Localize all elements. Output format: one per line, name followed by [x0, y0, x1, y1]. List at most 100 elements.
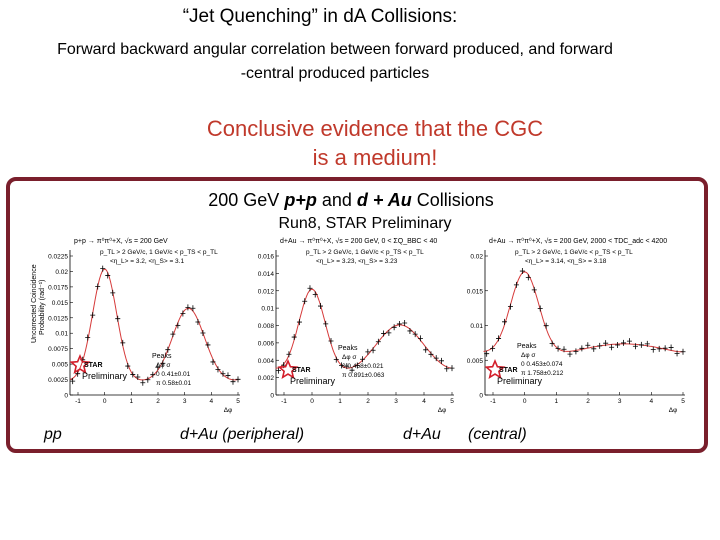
peaks-row-2: π 1.758±0.212: [521, 370, 564, 377]
data-point: [381, 330, 387, 337]
data-point: [561, 346, 567, 353]
data-point: [591, 345, 597, 352]
conclusion-text: Conclusive evidence that the CGC is a me…: [150, 114, 600, 172]
data-point: [170, 331, 176, 338]
data-point: [195, 318, 201, 325]
data-point: [360, 356, 366, 363]
data-point: [296, 319, 302, 326]
x-tick-label: 5: [236, 398, 240, 405]
data-point: [579, 345, 585, 352]
x-tick-label: 4: [650, 398, 654, 405]
data-point: [585, 342, 591, 349]
data-point: [115, 315, 121, 322]
peaks-row-1: 0 0.453±0.074: [521, 361, 563, 368]
y-tick-label: 0: [270, 393, 274, 400]
data-point: [490, 345, 496, 352]
panel-dau-central: 0.02 0.015 0.01 0.005 0 -1 0 1 2 3 4 5 Δφ d+Au → π⁰π⁰…: [455, 230, 695, 415]
peaks-row-2: π 0.891±0.063: [342, 372, 385, 379]
data-point: [484, 350, 490, 357]
data-point: [386, 329, 392, 336]
y-tick-label: 0.0075: [48, 346, 68, 353]
cut-label-1: p_TL > 2 GeV/c, 1 GeV/c < p_TS < p_TL: [306, 249, 424, 256]
data-point: [110, 289, 116, 296]
y-tick-label: 0.006: [258, 340, 275, 347]
fit-curve: [483, 271, 684, 353]
data-point: [230, 378, 236, 385]
data-point: [656, 345, 662, 352]
data-point: [339, 362, 345, 369]
x-tick-label: 5: [681, 398, 685, 405]
data-point: [90, 312, 96, 319]
x-tick-label: 2: [156, 398, 160, 405]
data-point: [307, 285, 313, 292]
fit-curve: [275, 288, 453, 369]
x-tick-label: 0: [523, 398, 527, 405]
y-tick-label: 0.012: [258, 288, 275, 295]
data-point: [328, 338, 334, 345]
y-tick-label: 0.015: [52, 300, 69, 307]
x-tick-label: 1: [338, 398, 342, 405]
slide-subtitle: Forward backward angular correlation bet…: [0, 38, 670, 86]
data-point: [407, 327, 413, 334]
cut-label-2: <η_L> = 3.23, <η_S> = 3.23: [316, 258, 398, 265]
data-point: [235, 376, 241, 383]
star-logo-text: STAR: [84, 362, 103, 369]
data-point: [130, 371, 136, 378]
heading-mid: and: [316, 190, 357, 210]
data-point: [145, 376, 151, 383]
data-point: [668, 344, 674, 351]
data-point: [323, 320, 329, 327]
data-point: [412, 331, 418, 338]
data-point: [428, 351, 434, 358]
label-dau-central: d+Au: [403, 426, 441, 443]
y-tick-label: 0.0025: [48, 377, 68, 384]
panel-dau-peripheral-plot: 0.016 0.014 0.012 0.01 0.008 0.006 0.004 0.002 0…: [258, 237, 455, 414]
x-tick-label: 3: [394, 398, 398, 405]
y-tick-label: 0.01: [261, 306, 274, 313]
x-tick-label: 2: [586, 398, 590, 405]
data-point: [502, 318, 508, 325]
cut-label-2: <η_L> = 3.2, <η_S> = 3.1: [110, 258, 184, 265]
peaks-header: Δφ σ: [156, 362, 170, 369]
x-tick-label: 2: [366, 398, 370, 405]
x-tick-label: -1: [490, 398, 496, 405]
data-point: [150, 371, 156, 378]
y-tick-label: 0.008: [258, 323, 275, 330]
data-point: [549, 340, 555, 347]
label-central: (central): [468, 426, 527, 443]
y-tick-label: 0.0175: [48, 284, 68, 291]
peaks-header: Δφ σ: [521, 352, 535, 359]
y-tick-label: 0.02: [55, 269, 68, 276]
heading-prefix: 200 GeV: [208, 190, 285, 210]
subtitle-line-2: -central produced particles: [240, 65, 430, 82]
x-tick-label: 3: [183, 398, 187, 405]
cut-label-1: p_TL > 2 GeV/c, 1 GeV/c < p_TS < p_TL: [515, 249, 633, 256]
y-tick-label: 0: [479, 393, 483, 400]
data-point: [370, 347, 376, 354]
conclusion-line-2: is a medium!: [312, 145, 438, 170]
data-point: [597, 342, 603, 349]
data-point: [100, 265, 106, 272]
data-point: [626, 338, 632, 345]
data-point: [180, 310, 186, 317]
data-point: [375, 338, 381, 345]
y-tick-label: 0.02: [470, 254, 483, 261]
data-point: [537, 305, 543, 312]
y-tick-label: 0.005: [52, 362, 69, 369]
data-point: [220, 370, 226, 377]
data-point: [210, 358, 216, 365]
heading-pp: p+p: [284, 190, 317, 210]
x-tick-label: 0: [310, 398, 314, 405]
x-tick-label: 3: [618, 398, 622, 405]
y-tick-label: 0.0125: [48, 315, 68, 322]
panel-pp: 0.0225 0.02 0.0175 0.015 0.0125 0.01 0.0075 0.0…: [40, 230, 246, 415]
peaks-title: Peaks: [152, 353, 172, 360]
reaction-label: p+p → π⁰π⁰+X, √s = 200 GeV: [74, 237, 168, 245]
data-point: [291, 334, 297, 341]
data-point: [444, 365, 450, 372]
data-point: [105, 272, 111, 279]
star-logo-text: STAR: [292, 367, 311, 374]
data-point: [396, 320, 402, 327]
data-point: [496, 335, 502, 342]
peaks-header: Δφ σ: [342, 354, 356, 361]
